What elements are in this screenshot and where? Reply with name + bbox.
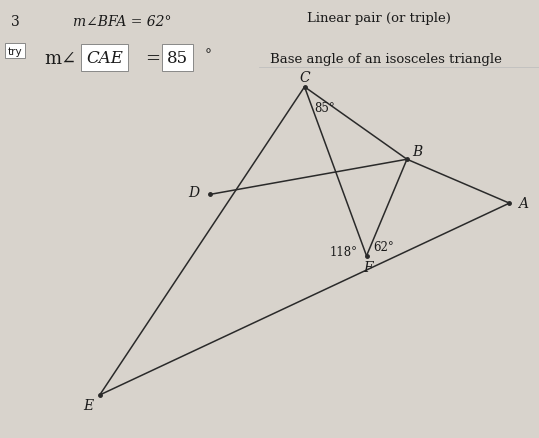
Text: A: A — [518, 197, 528, 211]
Text: 62°: 62° — [373, 240, 393, 253]
Text: E: E — [83, 398, 93, 412]
Text: Base angle of an isosceles triangle: Base angle of an isosceles triangle — [270, 53, 501, 66]
Text: C: C — [299, 71, 310, 85]
Text: try: try — [8, 47, 23, 57]
Text: CAE: CAE — [86, 50, 123, 67]
Text: 118°: 118° — [330, 245, 358, 258]
Text: F: F — [363, 260, 372, 274]
Text: Linear pair (or triple): Linear pair (or triple) — [307, 12, 451, 25]
Text: 3: 3 — [11, 15, 19, 29]
Text: °: ° — [205, 48, 212, 62]
Text: B: B — [412, 145, 423, 159]
Text: m∠BFA = 62°: m∠BFA = 62° — [73, 15, 171, 29]
Text: 85°: 85° — [314, 102, 335, 115]
Text: =: = — [146, 50, 161, 68]
Text: 85: 85 — [167, 50, 188, 67]
Text: m∠: m∠ — [44, 50, 77, 68]
Text: D: D — [189, 186, 199, 200]
